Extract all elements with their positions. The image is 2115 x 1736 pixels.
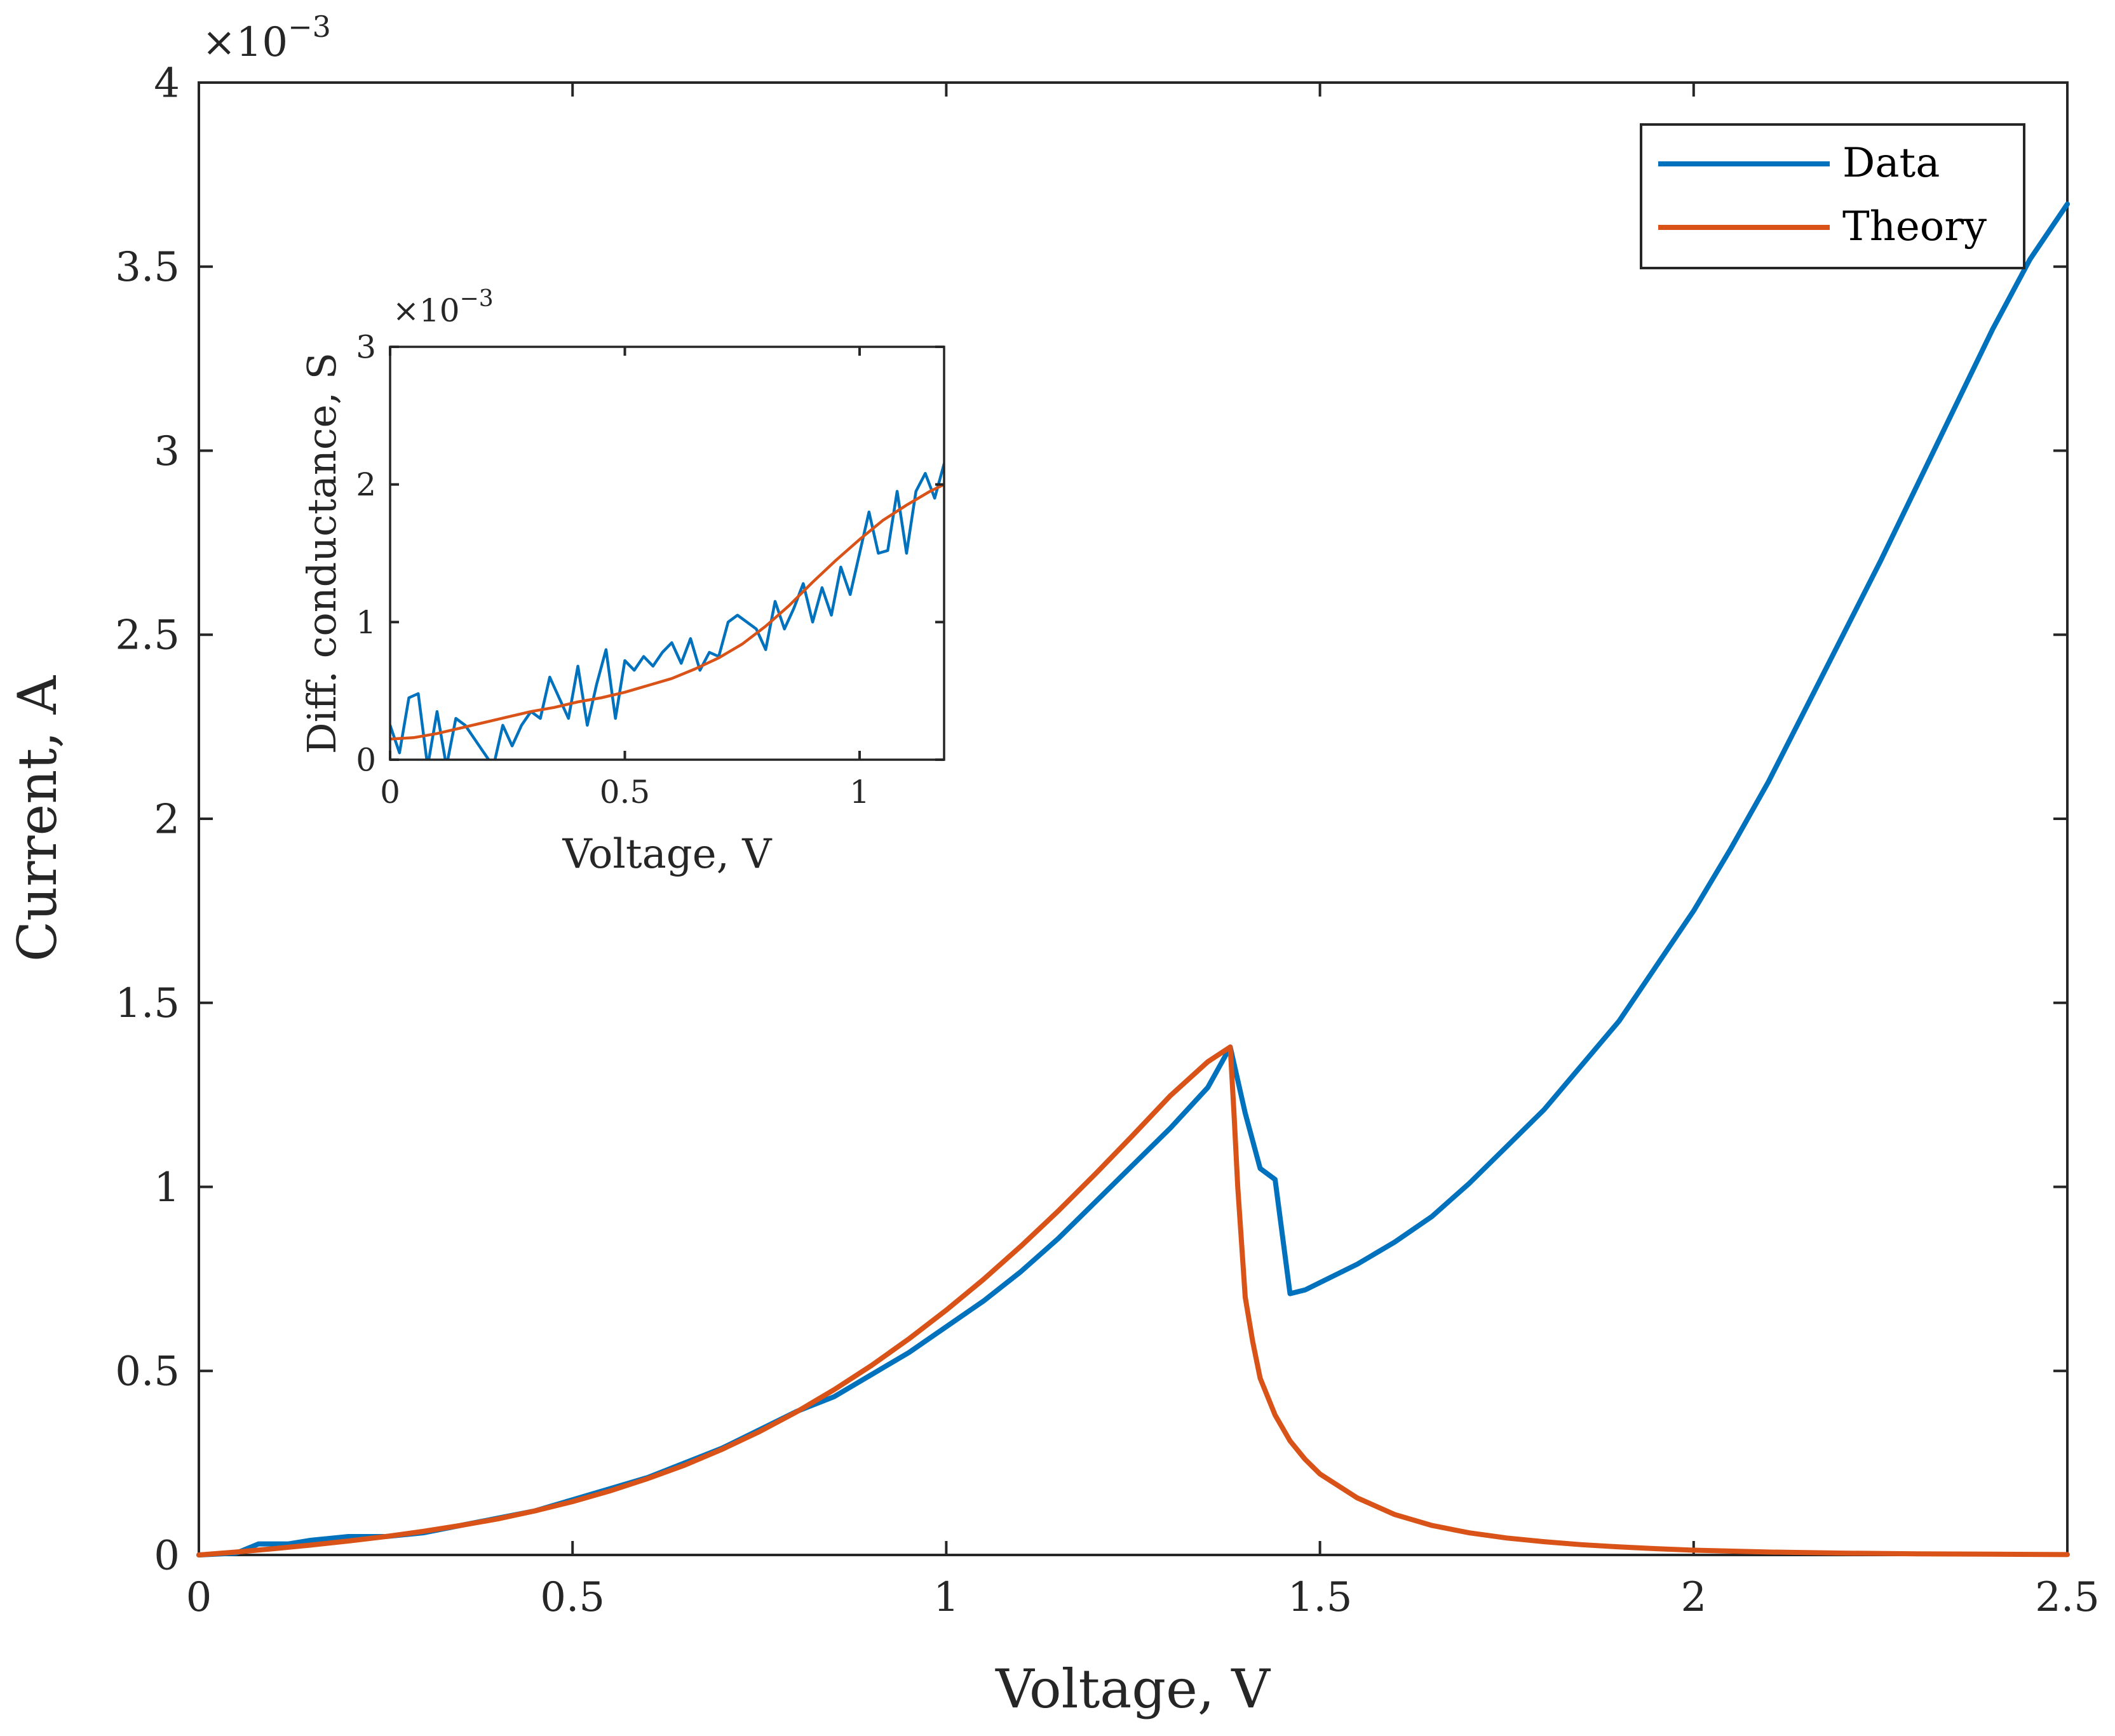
main-ytick-label: 1.5 — [115, 980, 180, 1027]
main-xtick-label: 1 — [933, 1574, 959, 1621]
main-axes: 0 0.5 1 1.5 2 2.500.511.522.533.54 ×10−3 Volt… — [6, 10, 2100, 1720]
main-x-axis-label: Voltage, V — [995, 1658, 1271, 1720]
main-xtick-label: 0.5 — [540, 1574, 605, 1621]
main-xtick-label: 2.5 — [2035, 1574, 2100, 1621]
main-ytick-label: 3.5 — [115, 244, 180, 291]
inset-y-multiplier-exponent: −3 — [460, 286, 494, 312]
inset-xtick-label: 0 — [380, 774, 400, 811]
inset-ytick-label: 3 — [356, 329, 376, 366]
main-ytick-label: 0 — [154, 1532, 180, 1579]
main-tick-labels: 0 0.5 1 1.5 2 2.5 0 0.5 1 1.5 2 2.5 3 3.5 4 — [115, 60, 2100, 1621]
main-ytick-label: 3 — [154, 428, 180, 475]
main-series-line-theory — [196, 1044, 2070, 1558]
inset-xtick-label: 0.5 — [600, 774, 651, 811]
inset-ytick-label: 1 — [356, 604, 376, 641]
inset-series-line-data — [390, 462, 944, 760]
inset-ytick-label: 2 — [356, 466, 376, 503]
legend-box — [1640, 123, 2025, 269]
inset-y-axis-label: Diff. conductance, S — [299, 353, 345, 754]
main-ytick-label: 4 — [154, 60, 180, 107]
inset-axes: 0 0.5 1 0 1 2 3 ×10−3 Voltage, V Diff. conduct… — [299, 286, 945, 878]
inset-ticks — [389, 346, 944, 761]
inset-series — [390, 462, 944, 760]
inset-plot-frame — [389, 346, 945, 761]
main-ytick-label: 2.5 — [115, 612, 180, 659]
main-y-multiplier-base: ×10 — [202, 19, 288, 66]
legend-label-data: Data — [1842, 140, 1940, 187]
main-ytick-label: 1 — [154, 1164, 180, 1211]
inset-x-axis-label: Voltage, V — [562, 831, 773, 878]
main-series — [196, 201, 2070, 1558]
main-ytick-label: 0.5 — [115, 1349, 180, 1396]
inset-tick-labels: 0 0.5 1 0 1 2 3 — [356, 329, 870, 811]
inset-xtick-label: 1 — [849, 774, 870, 811]
main-y-multiplier-exponent: −3 — [288, 10, 331, 44]
main-y-multiplier: ×10−3 — [202, 10, 331, 66]
inset-background — [390, 347, 944, 760]
inset-series-line-theory — [390, 483, 944, 741]
legend: Data Theory — [1640, 123, 2025, 269]
main-ytick-label: 2 — [154, 796, 180, 843]
inset-y-multiplier: ×10−3 — [393, 286, 494, 329]
main-y-axis-label: Current, A — [6, 675, 69, 962]
main-xtick-label: 2 — [1680, 1574, 1706, 1621]
legend-label-theory: Theory — [1842, 203, 1987, 250]
inset-ytick-label: 0 — [356, 742, 376, 779]
main-xtick-label: 1.5 — [1288, 1574, 1353, 1621]
inset-y-multiplier-base: ×10 — [393, 292, 460, 329]
main-xtick-label: 0 — [186, 1574, 212, 1621]
